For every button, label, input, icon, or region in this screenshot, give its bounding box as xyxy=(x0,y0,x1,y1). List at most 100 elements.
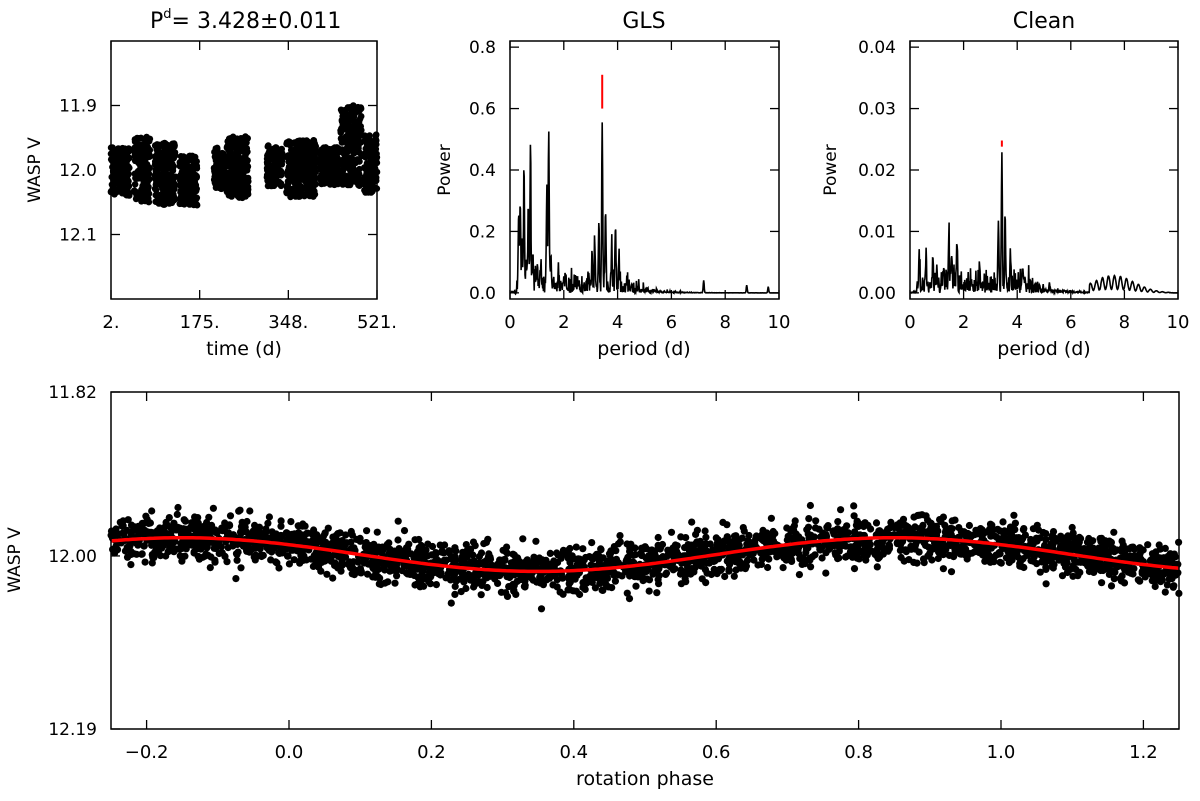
phase-point xyxy=(337,567,345,575)
phase-point xyxy=(1021,531,1029,539)
phase-point xyxy=(873,563,881,571)
phase-point xyxy=(710,565,718,574)
lightcurve-point xyxy=(271,150,279,157)
gls-panel: GLS 0 2 4 6 8 100.00.20.40.60.8 period (d) Po… xyxy=(435,9,790,360)
lightcurve-point xyxy=(361,137,368,145)
y-tick-label: 0.8 xyxy=(469,38,496,58)
lightcurve-point xyxy=(193,201,200,208)
phase-point xyxy=(919,555,928,563)
phase-point xyxy=(642,545,651,553)
phase-point xyxy=(1027,535,1035,544)
phase-point xyxy=(830,542,838,550)
phase-point xyxy=(684,569,692,577)
phase-point xyxy=(323,570,331,578)
lightcurve-point xyxy=(112,154,119,162)
phase-point xyxy=(639,577,647,585)
lightcurve-point xyxy=(244,174,252,182)
y-tick-label: 12.19 xyxy=(48,720,97,740)
phase-point xyxy=(162,518,170,527)
y-tick-label: 0.02 xyxy=(858,161,896,181)
phase-point xyxy=(616,532,624,540)
phase-point xyxy=(867,525,875,533)
phase-point xyxy=(835,547,843,555)
lightcurve-point xyxy=(277,180,285,187)
lightcurve-panel: Pd= 3.428±0.011 2. 175. 348. 521.11.912.012… xyxy=(25,7,397,360)
phase-point xyxy=(687,541,695,549)
phase-point xyxy=(1139,546,1147,554)
phase-point xyxy=(211,556,219,564)
x-tick-label: 4 xyxy=(1011,312,1022,333)
phase-point xyxy=(936,543,945,551)
phase-point xyxy=(696,537,704,546)
phase-point xyxy=(635,566,644,575)
phase-point xyxy=(329,574,337,582)
lightcurve-point xyxy=(370,154,378,161)
lightcurve-ylabel: WASP V xyxy=(25,137,45,203)
phase-point xyxy=(692,530,700,539)
title-superscript: d xyxy=(163,7,171,22)
phase-point xyxy=(353,535,361,544)
phase-point xyxy=(304,529,312,537)
lightcurve-point xyxy=(283,140,291,148)
phase-point xyxy=(893,539,901,547)
lightcurve-point xyxy=(126,164,133,172)
phase-point xyxy=(763,529,771,537)
phase-point xyxy=(765,539,773,547)
lightcurve-point xyxy=(163,173,171,180)
phase-point xyxy=(804,523,813,531)
lightcurve-point xyxy=(327,170,335,177)
phase-point xyxy=(1150,576,1158,584)
lightcurve-point xyxy=(135,167,142,175)
phase-point xyxy=(447,599,455,607)
x-tick-label: 6 xyxy=(1065,312,1076,333)
phase-point xyxy=(529,576,537,584)
phase-point xyxy=(415,535,423,544)
lightcurve-point xyxy=(133,191,140,199)
title-p: P xyxy=(150,9,163,34)
phase-point xyxy=(264,519,272,527)
phase-point xyxy=(324,556,332,564)
phase-point xyxy=(782,556,790,564)
phase-point xyxy=(363,527,371,535)
lightcurve-point xyxy=(218,182,226,190)
lightcurve-point xyxy=(318,149,326,157)
lightcurve-point xyxy=(164,179,171,186)
phase-point xyxy=(997,559,1005,567)
phase-point xyxy=(662,569,671,577)
lightcurve-point xyxy=(345,162,352,169)
phase-point xyxy=(842,542,850,550)
phase-point xyxy=(159,529,168,537)
phase-point xyxy=(425,568,433,576)
phase-point xyxy=(404,545,412,553)
phase-point xyxy=(725,566,733,574)
lightcurve-point xyxy=(143,133,150,141)
lightcurve-point xyxy=(225,153,233,160)
phase-point xyxy=(474,559,482,568)
x-tick-label: 0.0 xyxy=(275,742,304,763)
phase-point xyxy=(566,575,574,584)
phase-point xyxy=(385,549,393,557)
lightcurve-point xyxy=(122,176,129,183)
phase-point xyxy=(147,528,155,537)
phase-point xyxy=(198,544,206,552)
phase-point xyxy=(279,549,287,557)
gls-ylabel: Power xyxy=(435,144,455,195)
phase-point xyxy=(631,544,639,552)
lightcurve-point xyxy=(164,184,172,191)
lightcurve-point xyxy=(181,201,188,208)
lightcurve-point xyxy=(305,192,313,199)
phase-point xyxy=(232,550,241,558)
phase-point xyxy=(200,522,208,530)
phase-point xyxy=(203,543,211,551)
phase-point xyxy=(162,552,170,560)
phase-point xyxy=(284,530,292,538)
lightcurve-point xyxy=(338,146,346,153)
phase-point xyxy=(1025,550,1033,558)
lightcurve-point xyxy=(241,139,248,146)
lightcurve-point xyxy=(177,171,185,179)
phase-point xyxy=(730,572,738,580)
phase-point xyxy=(702,533,710,541)
lightcurve-point xyxy=(231,152,238,159)
phase-point xyxy=(939,565,948,573)
phase-point xyxy=(767,514,776,522)
